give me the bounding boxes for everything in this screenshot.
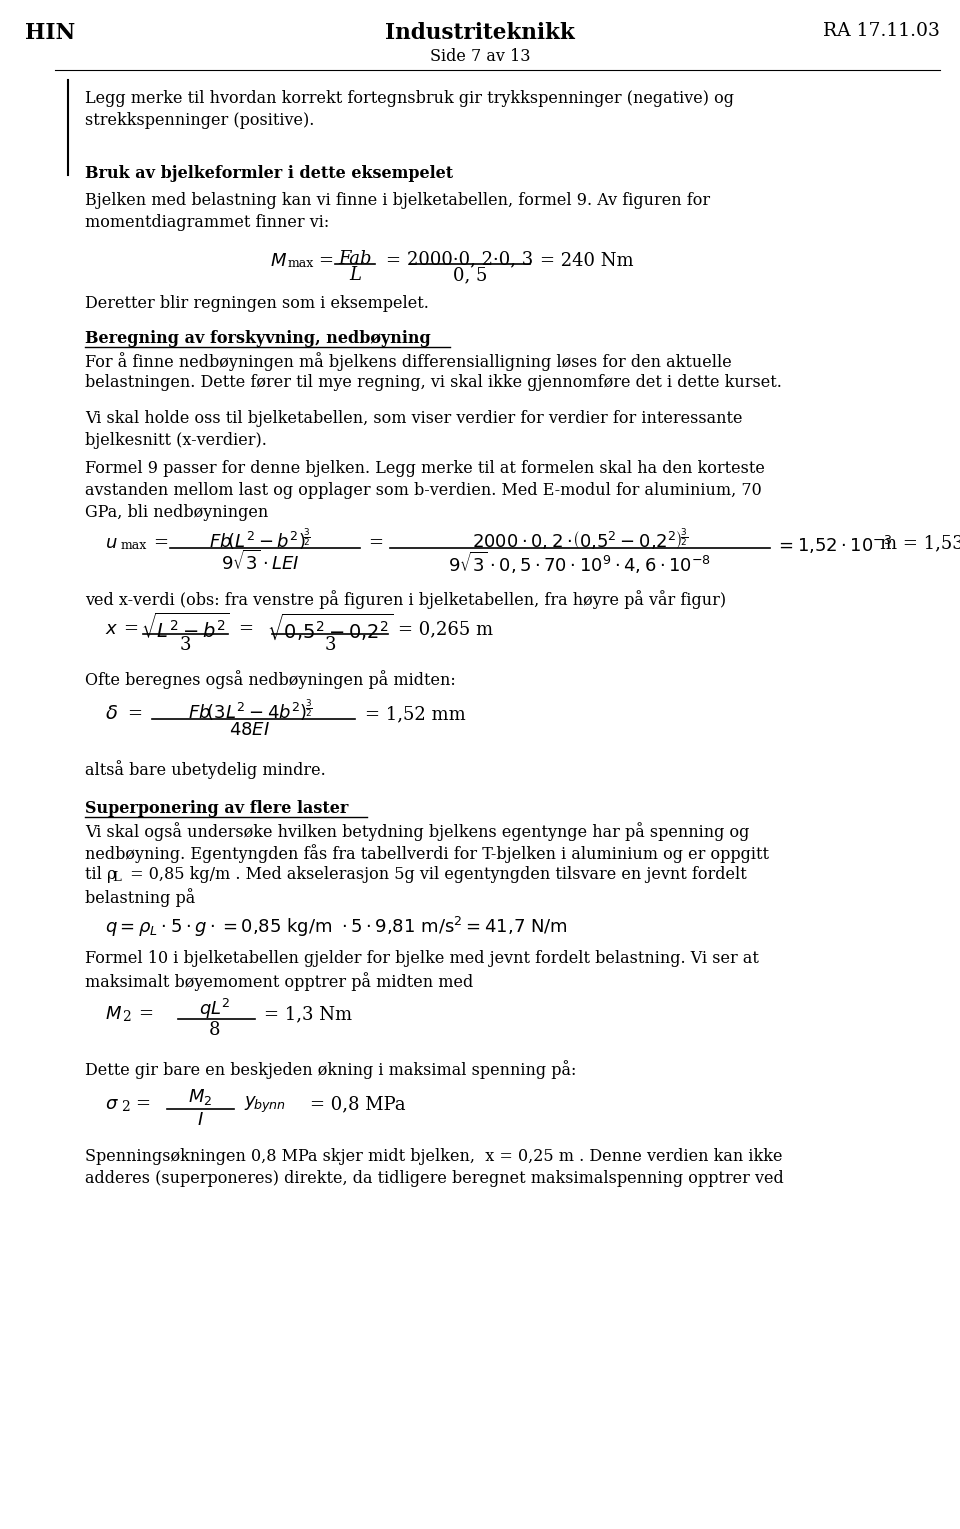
Text: $\sqrt{L^2 - b^2}$: $\sqrt{L^2 - b^2}$ [140, 612, 229, 642]
Text: 2: 2 [122, 1011, 131, 1024]
Text: $I$: $I$ [197, 1112, 204, 1128]
Text: $Fb\!\left(L^2 - b^2\right)^{\!\frac{3}{2}}$: $Fb\!\left(L^2 - b^2\right)^{\!\frac{3}{… [209, 526, 311, 552]
Text: 8: 8 [209, 1021, 221, 1040]
Text: 2: 2 [121, 1099, 130, 1115]
Text: Superponering av flere laster: Superponering av flere laster [85, 800, 348, 816]
Text: For å finne nedbøyningen må bjelkens differensialligning løses for den aktuelle: For å finne nedbøyningen må bjelkens dif… [85, 352, 732, 372]
Text: =: = [318, 252, 333, 271]
Text: =: = [123, 619, 138, 638]
Text: $\delta$: $\delta$ [105, 705, 118, 723]
Text: =: = [127, 705, 142, 723]
Text: HIN: HIN [25, 21, 75, 44]
Text: =: = [385, 252, 400, 271]
Text: L: L [112, 872, 121, 884]
Text: =: = [153, 534, 168, 552]
Text: =: = [138, 1005, 153, 1023]
Text: = 0,265 m: = 0,265 m [398, 619, 493, 638]
Text: belastningen. Dette fører til mye regning, vi skal ikke gjennomføre det i dette : belastningen. Dette fører til mye regnin… [85, 375, 781, 391]
Text: Fab: Fab [338, 251, 372, 268]
Text: =: = [368, 534, 383, 552]
Text: RA 17.11.03: RA 17.11.03 [823, 21, 940, 40]
Text: m = 1,53 mm: m = 1,53 mm [880, 534, 960, 552]
Text: $9\sqrt{3}\cdot 0,5\cdot 70\cdot 10^9\cdot 4,6\cdot 10^{-8}$: $9\sqrt{3}\cdot 0,5\cdot 70\cdot 10^9\cd… [448, 550, 711, 576]
Text: Legg merke til hvordan korrekt fortegnsbruk gir trykkspenninger (negative) og: Legg merke til hvordan korrekt fortegnsb… [85, 90, 734, 107]
Text: 3: 3 [324, 636, 336, 654]
Text: $Fb\!\left(3L^2 - 4b^2\right)^{\!\frac{3}{2}}$: $Fb\!\left(3L^2 - 4b^2\right)^{\!\frac{3… [187, 697, 312, 723]
Text: Ofte beregnes også nedbøyningen på midten:: Ofte beregnes også nedbøyningen på midte… [85, 670, 456, 690]
Text: = 1,3 Nm: = 1,3 Nm [264, 1005, 352, 1023]
Text: max: max [288, 257, 314, 271]
Text: GPa, bli nedbøyningen: GPa, bli nedbøyningen [85, 505, 268, 521]
Text: til ρ: til ρ [85, 865, 116, 884]
Text: adderes (superponeres) direkte, da tidligere beregnet maksimalspenning opptrer v: adderes (superponeres) direkte, da tidli… [85, 1170, 783, 1187]
Text: $qL^2$: $qL^2$ [200, 997, 230, 1021]
Text: $q = \rho_L \cdot 5 \cdot g\cdot = 0{,}85\ \mathrm{kg/m}\ \cdot 5 \cdot 9{,}81\ : $q = \rho_L \cdot 5 \cdot g\cdot = 0{,}8… [105, 914, 568, 939]
Text: altså bare ubetydelig mindre.: altså bare ubetydelig mindre. [85, 760, 325, 778]
Text: =: = [135, 1095, 150, 1113]
Text: strekkspenninger (positive).: strekkspenninger (positive). [85, 112, 314, 128]
Text: 3: 3 [180, 636, 191, 654]
Text: $\sqrt{0{,}5^2 - 0{,}2^2}$: $\sqrt{0{,}5^2 - 0{,}2^2}$ [267, 612, 393, 644]
Text: = 240 Nm: = 240 Nm [540, 252, 634, 271]
Text: =: = [238, 619, 253, 638]
Text: Spenningsøkningen 0,8 MPa skjer midt bjelken,  x = 0,25 m . Denne verdien kan ik: Spenningsøkningen 0,8 MPa skjer midt bje… [85, 1148, 782, 1165]
Text: = 0,85 kg/m . Med akselerasjon 5g vil egentyngden tilsvare en jevnt fordelt: = 0,85 kg/m . Med akselerasjon 5g vil eg… [125, 865, 747, 884]
Text: $= 1{,}52\cdot 10^{-3}$: $= 1{,}52\cdot 10^{-3}$ [775, 534, 893, 557]
Text: belastning på: belastning på [85, 888, 195, 907]
Text: $9\sqrt{3}\cdot LEI$: $9\sqrt{3}\cdot LEI$ [221, 550, 300, 575]
Text: $\sigma$: $\sigma$ [105, 1095, 119, 1113]
Text: ved x-verdi (obs: fra venstre på figuren i bjelketabellen, fra høyre på vår figu: ved x-verdi (obs: fra venstre på figuren… [85, 590, 726, 609]
Text: Beregning av forskyvning, nedbøyning: Beregning av forskyvning, nedbøyning [85, 330, 431, 347]
Text: nedbøyning. Egentyngden fås fra tabellverdi for T-bjelken i aluminium og er oppg: nedbøyning. Egentyngden fås fra tabellve… [85, 844, 769, 862]
Text: avstanden mellom last og opplager som b-verdien. Med E-modul for aluminium, 70: avstanden mellom last og opplager som b-… [85, 482, 761, 498]
Text: Vi skal også undersøke hvilken betydning bjelkens egentynge har på spenning og: Vi skal også undersøke hvilken betydning… [85, 823, 750, 841]
Text: maksimalt bøyemoment opptrer på midten med: maksimalt bøyemoment opptrer på midten m… [85, 972, 473, 991]
Text: $2000\cdot 0,2\cdot\!\left(0{,}5^2 - 0{,}2^2\right)^{\!\frac{3}{2}}$: $2000\cdot 0,2\cdot\!\left(0{,}5^2 - 0{,… [472, 526, 688, 552]
Text: $u$: $u$ [105, 534, 117, 552]
Text: $M_2$: $M_2$ [188, 1087, 212, 1107]
Text: Side 7 av 13: Side 7 av 13 [430, 47, 530, 66]
Text: Deretter blir regningen som i eksempelet.: Deretter blir regningen som i eksempelet… [85, 295, 429, 312]
Text: Bruk av bjelkeformler i dette eksempelet: Bruk av bjelkeformler i dette eksempelet [85, 165, 453, 182]
Text: momentdiagrammet finner vi:: momentdiagrammet finner vi: [85, 214, 329, 231]
Text: $x$: $x$ [105, 619, 118, 638]
Text: Vi skal holde oss til bjelketabellen, som viser verdier for verdier for interess: Vi skal holde oss til bjelketabellen, so… [85, 410, 742, 427]
Text: Dette gir bare en beskjeden økning i maksimal spenning på:: Dette gir bare en beskjeden økning i mak… [85, 1060, 576, 1079]
Text: 2000·0, 2·0, 3: 2000·0, 2·0, 3 [407, 251, 533, 268]
Text: = 0,8 MPa: = 0,8 MPa [310, 1095, 406, 1113]
Text: $48EI$: $48EI$ [229, 722, 271, 739]
Text: bjelkesnitt (x-verdier).: bjelkesnitt (x-verdier). [85, 433, 267, 450]
Text: Industriteknikk: Industriteknikk [385, 21, 575, 44]
Text: $M$: $M$ [105, 1005, 122, 1023]
Text: $M$: $M$ [270, 252, 287, 271]
Text: Formel 10 i bjelketabellen gjelder for bjelke med jevnt fordelt belastning. Vi s: Formel 10 i bjelketabellen gjelder for b… [85, 950, 758, 966]
Text: = 1,52 mm: = 1,52 mm [365, 705, 466, 723]
Text: L: L [349, 266, 361, 284]
Text: $y_{\!bynn}$: $y_{\!bynn}$ [244, 1095, 286, 1115]
Text: Formel 9 passer for denne bjelken. Legg merke til at formelen skal ha den kortes: Formel 9 passer for denne bjelken. Legg … [85, 460, 765, 477]
Text: max: max [121, 540, 147, 552]
Text: 0, 5: 0, 5 [453, 266, 487, 284]
Text: Bjelken med belastning kan vi finne i bjelketabellen, formel 9. Av figuren for: Bjelken med belastning kan vi finne i bj… [85, 193, 710, 209]
